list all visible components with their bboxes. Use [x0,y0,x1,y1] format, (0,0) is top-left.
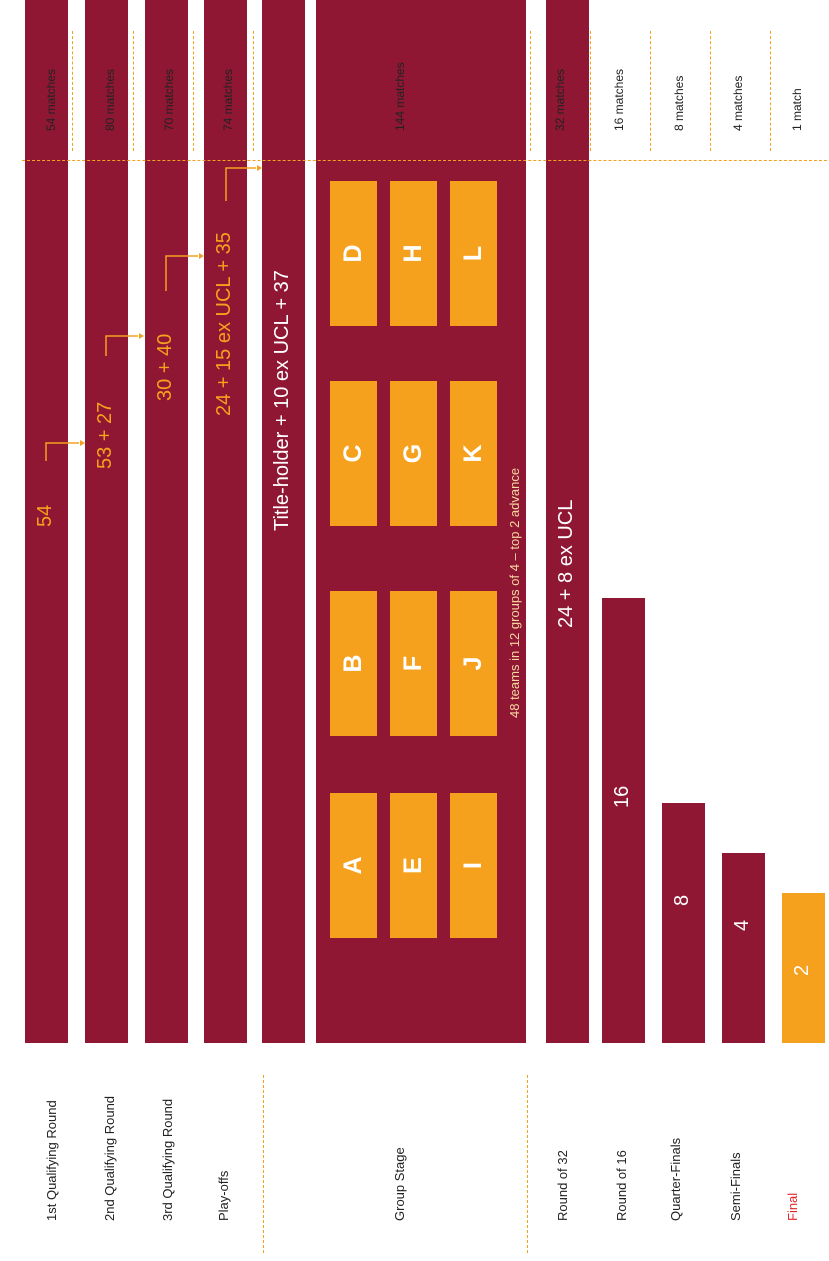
match-count-final: 1 match [790,88,804,131]
match-count-round-of-16: 16 matches [612,68,626,131]
separator-right-vertical [22,160,829,161]
connector-arrow-q2 [80,440,85,446]
match-count-quarter-finals: 8 matches [672,75,686,131]
match-count-1st-qualifying: 54 matches [44,68,58,131]
separator-right-9 [770,31,771,151]
match-count-group-stage: 144 matches [393,62,407,131]
separator-right-1 [72,31,73,151]
connector-q2-q3 [105,335,138,356]
connector-q3-playoffs [165,255,198,291]
connector-arrow-playoffs [199,253,204,259]
separator-right-3 [193,31,194,151]
match-count-3rd-qualifying: 70 matches [162,68,176,131]
separator-right-2 [133,31,134,151]
match-count-2nd-qualifying: 80 matches [103,68,117,131]
connector-arrow-groups [257,165,262,171]
separator-right-8 [710,31,711,151]
connector-arrow-q3 [139,333,144,339]
match-count-semi-finals: 4 matches [731,75,745,131]
connector-playoffs-groups [225,167,256,201]
separator-right-4 [253,31,254,151]
separator-right-5 [530,31,531,151]
separator-right-7 [650,31,651,151]
match-count-round-of-32: 32 matches [553,68,567,131]
connector-q1-q2 [45,442,79,461]
match-count-play-offs: 74 matches [221,68,235,131]
separator-right-6 [590,31,591,151]
